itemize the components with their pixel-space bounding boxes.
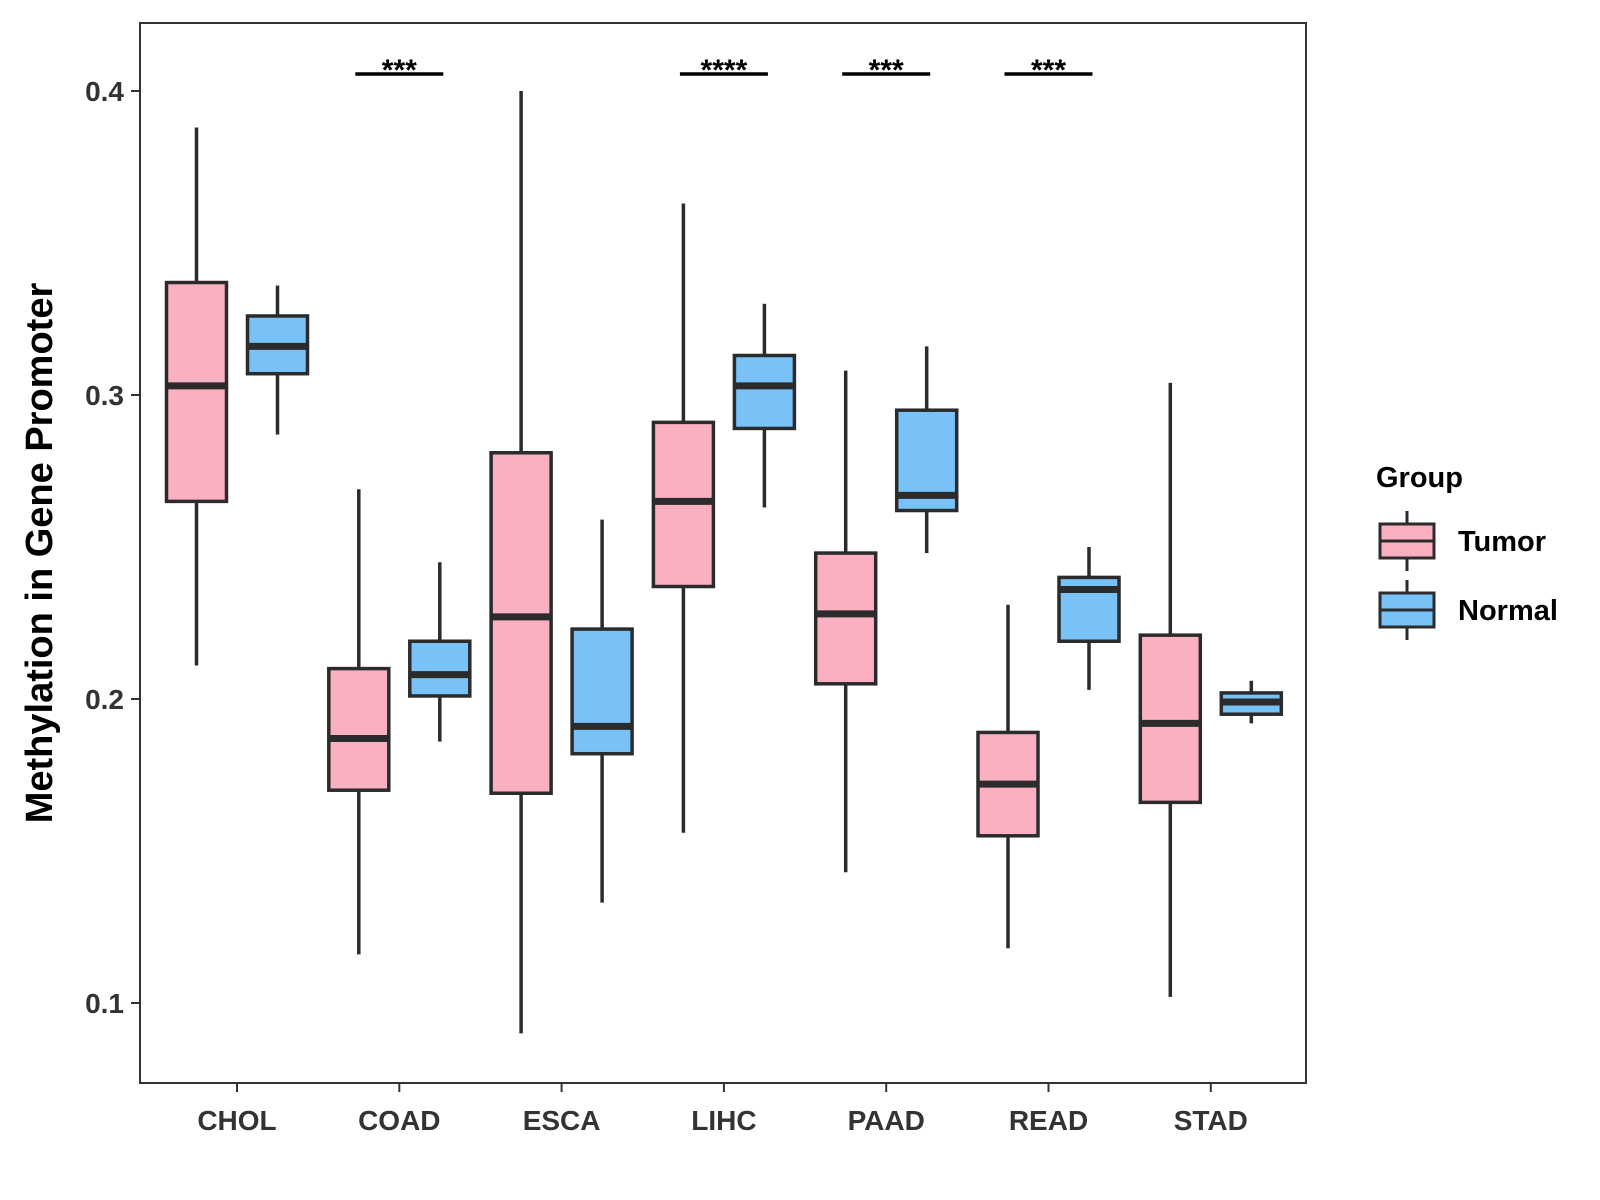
significance-lihc: **** (679, 54, 768, 87)
y-tick-label: 0.2 (85, 684, 124, 715)
legend-item-tumor: Tumor (1378, 511, 1546, 571)
significance-label: *** (869, 54, 904, 87)
box-iqr (327, 666, 391, 792)
box-tumor-stad (1138, 382, 1203, 997)
box-tumor-coad (327, 489, 391, 955)
legend-title: Group (1376, 462, 1463, 494)
plot-panel (139, 22, 1307, 1084)
box-tumor-read (976, 604, 1040, 949)
box-iqr (732, 353, 797, 431)
significance-layer: *** **** *** *** (355, 54, 1093, 87)
box-iqr (813, 551, 878, 686)
legend-label: Normal (1458, 595, 1558, 627)
box-normal-coad (408, 562, 472, 742)
box-tumor-paad (813, 370, 878, 873)
legend-label: Tumor (1458, 526, 1546, 558)
box-normal-stad (1219, 680, 1284, 724)
box-normal-paad (894, 346, 959, 554)
x-tick-label-paad: PAAD (848, 1105, 925, 1136)
x-tick-label-lihc: LIHC (691, 1105, 756, 1136)
y-axis: 0.1 0.2 0.3 0.4 (85, 76, 140, 1019)
y-tick-label: 0.1 (85, 988, 124, 1019)
legend-entries: Tumor Normal (1378, 511, 1558, 640)
box-tumor-chol (164, 127, 229, 666)
y-axis-title: Methylation in Gene Promoter (19, 283, 61, 824)
box-normal-read (1057, 547, 1121, 690)
box-iqr (570, 627, 634, 756)
box-tumor-esca (489, 91, 553, 1034)
box-iqr (1138, 633, 1203, 805)
significance-read: *** (1004, 54, 1093, 87)
legend-item-normal: Normal (1378, 580, 1558, 640)
box-tumor-lihc (651, 203, 716, 833)
box-iqr (489, 451, 553, 795)
x-tick-label-esca: ESCA (523, 1105, 601, 1136)
x-tick-label-stad: STAD (1174, 1105, 1248, 1136)
legend: Group Tumor Normal (1376, 462, 1558, 640)
x-axis: CHOL COAD ESCA LIHC PAAD READ STAD (197, 1083, 1248, 1136)
x-tick-label-chol: CHOL (197, 1105, 276, 1136)
significance-label: *** (382, 54, 417, 87)
y-tick-label: 0.3 (85, 380, 124, 411)
box-layer (164, 91, 1284, 1034)
box-normal-lihc (732, 303, 797, 508)
significance-coad: *** (355, 54, 444, 87)
x-tick-label-read: READ (1009, 1105, 1088, 1136)
significance-label: **** (701, 54, 748, 87)
significance-label: *** (1031, 54, 1066, 87)
box-normal-esca (570, 519, 634, 903)
x-tick-label-coad: COAD (358, 1105, 440, 1136)
y-tick-label: 0.4 (85, 76, 124, 107)
box-iqr (408, 639, 472, 698)
box-iqr (164, 280, 229, 504)
significance-paad: *** (842, 54, 931, 87)
box-normal-chol (245, 285, 310, 435)
